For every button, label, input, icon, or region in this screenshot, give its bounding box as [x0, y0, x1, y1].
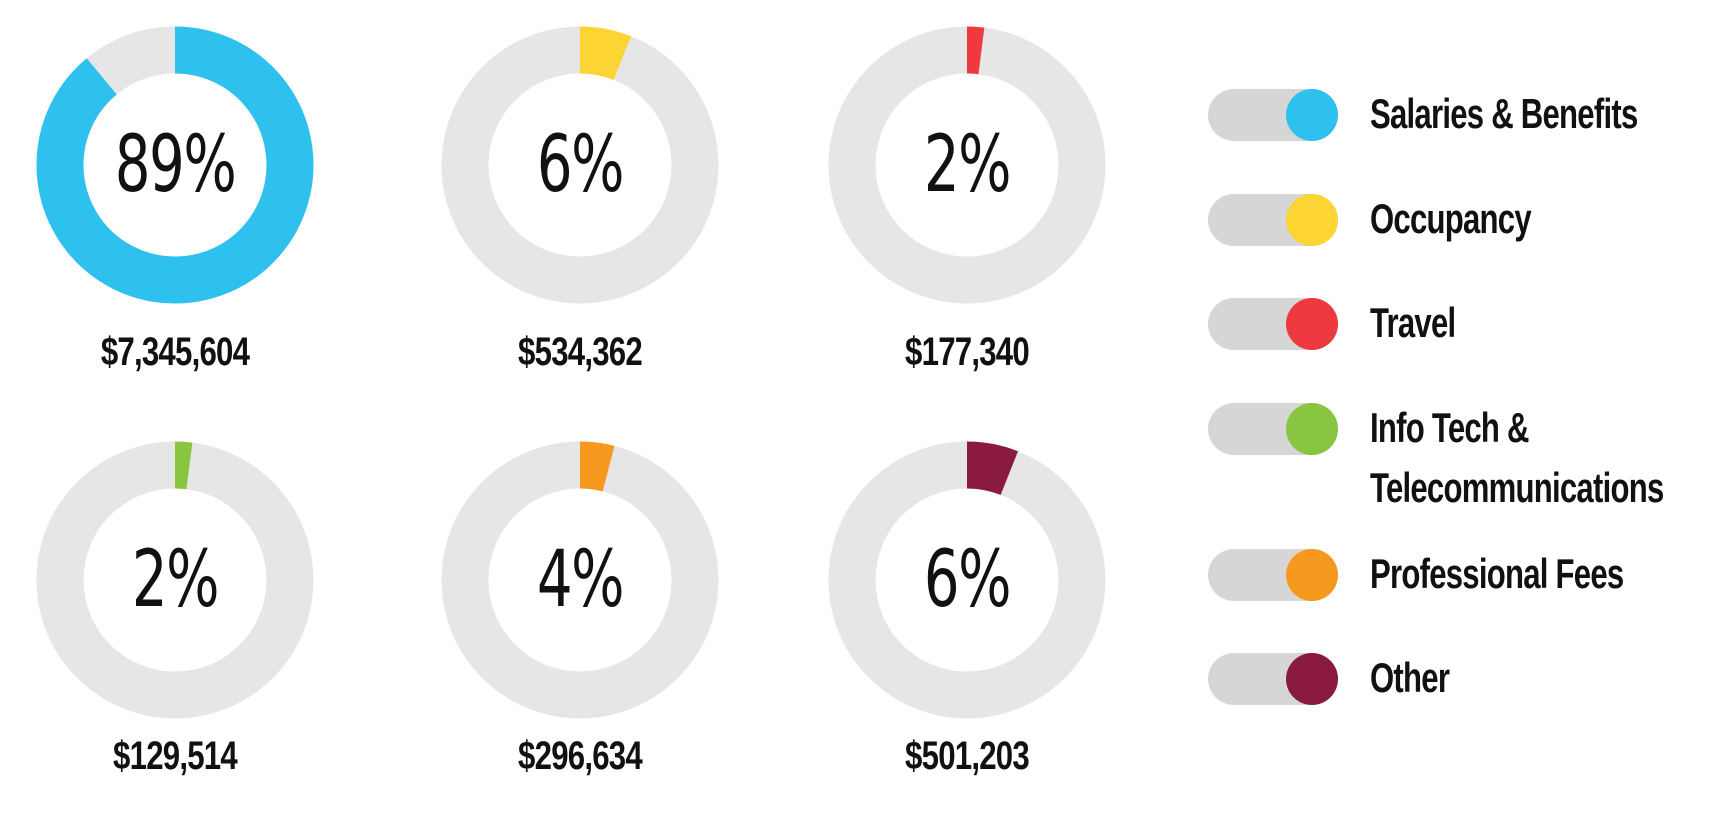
percent-label: 2%: [923, 120, 1012, 210]
legend-swatch: [1286, 549, 1338, 601]
legend-item-occupancy: Occupancy: [1208, 189, 1728, 249]
donut-chart-salaries: 89%: [20, 10, 330, 320]
legend-item-other: Other: [1208, 648, 1728, 708]
legend-label-line: Info Tech &: [1370, 404, 1530, 451]
legend-toggle: [1208, 298, 1338, 350]
legend-label-line: Telecommunications: [1370, 464, 1664, 511]
legend-item-salaries: Salaries & Benefits: [1208, 84, 1728, 144]
amount-label-info-tech: $129,514: [113, 734, 238, 778]
donut-arc: [36, 26, 314, 304]
amount-label-professional-fees: $296,634: [518, 734, 643, 778]
legend-label: Salaries & Benefits: [1370, 84, 1681, 144]
donut-svg: [36, 26, 314, 304]
percent-label: 6%: [923, 535, 1012, 625]
donut-svg: [828, 441, 1106, 719]
donut-svg: [441, 441, 719, 719]
legend-item-info-tech: Info Tech & Telecommunications: [1208, 398, 1728, 518]
donut-chart-occupancy: 6%: [425, 10, 735, 320]
donut-svg: [441, 26, 719, 304]
legend-toggle: [1208, 194, 1338, 246]
legend-toggle: [1208, 549, 1338, 601]
donut-svg: [36, 441, 314, 719]
amount-label-occupancy: $534,362: [518, 330, 643, 374]
legend-label: Professional Fees: [1370, 544, 1681, 604]
amount-label-other: $501,203: [905, 734, 1030, 778]
donut-chart-info-tech: 2%: [20, 425, 330, 735]
legend-label-line: Salaries & Benefits: [1370, 90, 1638, 137]
legend-toggle: [1208, 403, 1338, 455]
legend-item-professional-fees: Professional Fees: [1208, 544, 1728, 604]
legend-swatch: [1286, 298, 1338, 350]
legend-swatch: [1286, 403, 1338, 455]
donut-arc: [966, 441, 1018, 496]
percent-label: 4%: [536, 535, 625, 625]
donut-chart-other: 6%: [812, 425, 1122, 735]
percent-label: 2%: [131, 535, 220, 625]
donut-svg: [828, 26, 1106, 304]
percent-label: 6%: [536, 120, 625, 210]
donut-chart-professional-fees: 4%: [425, 425, 735, 735]
donut-arc: [966, 26, 985, 75]
legend-label: Occupancy: [1370, 189, 1681, 249]
legend-label-line: Other: [1370, 654, 1450, 701]
legend-label: Travel: [1370, 293, 1681, 353]
donut-arc: [579, 26, 631, 81]
donut-arc: [579, 441, 615, 492]
legend-label: Other: [1370, 648, 1681, 708]
percent-label: 89%: [114, 120, 237, 210]
amount-label-travel: $177,340: [905, 330, 1030, 374]
legend-label: Info Tech & Telecommunications: [1370, 398, 1681, 518]
legend-swatch: [1286, 194, 1338, 246]
legend-item-travel: Travel: [1208, 293, 1728, 353]
legend-swatch: [1286, 653, 1338, 705]
amount-label-salaries: $7,345,604: [100, 330, 250, 374]
legend-label-line: Professional Fees: [1370, 550, 1624, 597]
legend-toggle: [1208, 89, 1338, 141]
donut-arc: [174, 441, 193, 490]
legend-swatch: [1286, 89, 1338, 141]
legend-label-line: Occupancy: [1370, 195, 1532, 242]
legend-label-line: Travel: [1370, 299, 1456, 346]
donut-chart-travel: 2%: [812, 10, 1122, 320]
legend-toggle: [1208, 653, 1338, 705]
